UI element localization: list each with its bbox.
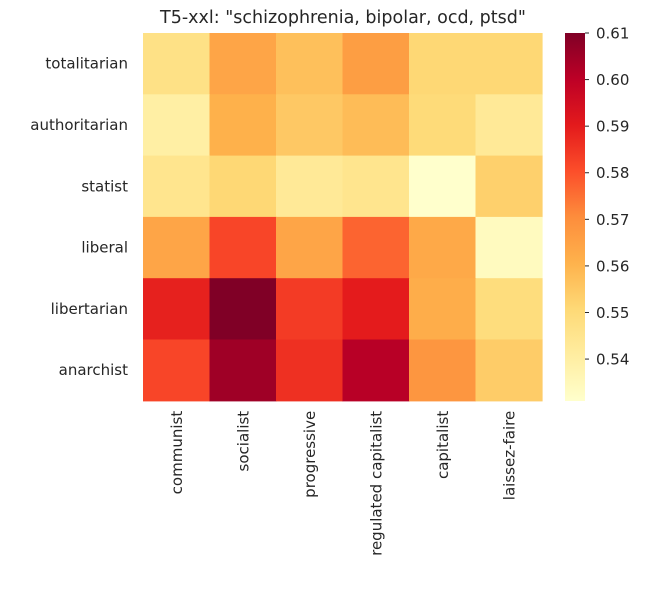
x-tick-label: regulated capitalist <box>367 411 385 556</box>
x-tick-label: communist <box>168 411 186 495</box>
chart-title: T5-xxl: "schizophrenia, bipolar, ocd, pt… <box>159 8 526 28</box>
colorbar-tick-label: 0.58 <box>596 164 629 182</box>
heatmap-cell-0-1 <box>209 33 277 95</box>
heatmap-cell-1-5 <box>475 94 543 157</box>
x-tick-label: socialist <box>234 411 252 472</box>
heatmap-cell-3-1 <box>209 216 277 279</box>
heatmap-cell-1-0 <box>143 94 211 157</box>
heatmap-cell-2-3 <box>342 155 410 218</box>
colorbar-tick-label: 0.61 <box>596 25 629 43</box>
x-tick-label: laissez-faire <box>500 411 518 500</box>
heatmap-cell-0-4 <box>409 33 477 95</box>
colorbar-tick-label: 0.54 <box>596 351 629 369</box>
heatmap-cell-2-2 <box>276 155 344 218</box>
heatmap-cell-4-0 <box>143 278 211 341</box>
colorbar-tick-label: 0.59 <box>596 118 629 136</box>
heatmap-cell-1-1 <box>209 94 277 157</box>
heatmap-cell-4-4 <box>409 278 477 341</box>
colorbar-tick-label: 0.57 <box>596 211 629 229</box>
heatmap-cell-2-1 <box>209 155 277 218</box>
heatmap-cell-0-0 <box>143 33 211 95</box>
heatmap-cell-0-3 <box>342 33 410 95</box>
heatmap-cell-5-5 <box>475 339 543 402</box>
y-tick-label: totalitarian <box>45 55 128 73</box>
heatmap-cell-3-5 <box>475 216 543 279</box>
heatmap-cell-3-4 <box>409 216 477 279</box>
heatmap-cells <box>143 33 543 402</box>
heatmap-cell-5-2 <box>276 339 344 402</box>
y-tick-label: libertarian <box>51 300 128 318</box>
heatmap-cell-1-3 <box>342 94 410 157</box>
heatmap-cell-2-4 <box>409 155 477 218</box>
heatmap-cell-5-1 <box>209 339 277 402</box>
y-tick-label: anarchist <box>59 361 128 379</box>
heatmap-cell-0-2 <box>276 33 344 95</box>
heatmap-cell-1-2 <box>276 94 344 157</box>
heatmap-cell-5-0 <box>143 339 211 402</box>
heatmap-cell-4-1 <box>209 278 277 341</box>
heatmap-cell-3-3 <box>342 216 410 279</box>
colorbar-ticks: 0.54 0.55 0.56 0.57 0.58 0.59 0.60 0.61 <box>585 25 629 369</box>
y-tick-label: liberal <box>81 239 128 257</box>
x-tick-label: capitalist <box>434 411 452 479</box>
colorbar <box>565 33 585 401</box>
heatmap-cell-2-5 <box>475 155 543 218</box>
y-tick-label: statist <box>81 177 128 195</box>
colorbar-tick-label: 0.55 <box>596 304 629 322</box>
x-tick-label: progressive <box>301 411 319 498</box>
heatmap-cell-4-5 <box>475 278 543 341</box>
colorbar-tick-label: 0.60 <box>596 71 629 89</box>
y-tick-label: authoritarian <box>30 116 128 134</box>
heatmap-cell-0-5 <box>475 33 543 95</box>
x-axis-ticks: communist socialist progressive regulated c… <box>168 411 519 556</box>
colorbar-tick-label: 0.56 <box>596 257 629 275</box>
heatmap-cell-2-0 <box>143 155 211 218</box>
heatmap-cell-5-3 <box>342 339 410 402</box>
y-axis-ticks: totalitarian authoritarian statist liberal l… <box>30 55 128 379</box>
heatmap-cell-1-4 <box>409 94 477 157</box>
heatmap-cell-4-3 <box>342 278 410 341</box>
heatmap-cell-5-4 <box>409 339 477 402</box>
heatmap-cell-4-2 <box>276 278 344 341</box>
heatmap-cell-3-0 <box>143 216 211 279</box>
heatmap-cell-3-2 <box>276 216 344 279</box>
